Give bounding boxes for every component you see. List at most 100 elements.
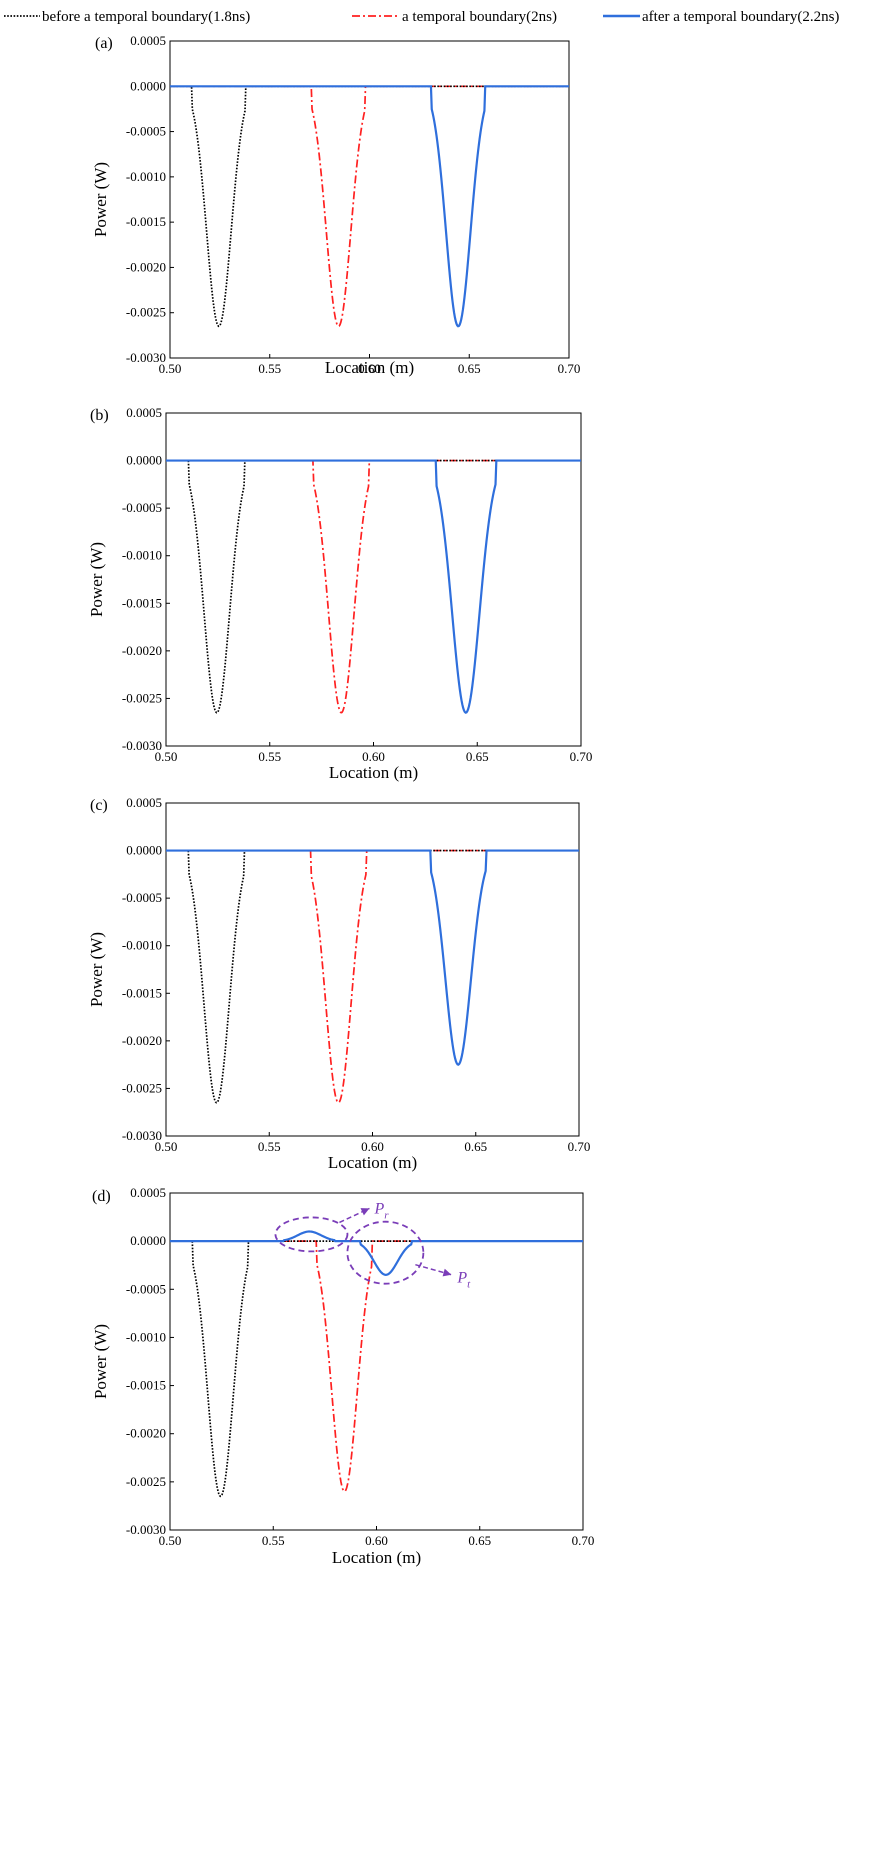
legend-svg: before a temporal boundary(1.8ns) a tempo… <box>4 9 839 25</box>
annotation-ellipse-r <box>274 1216 349 1253</box>
x-tick-label: 0.65 <box>466 749 489 764</box>
chart-panel-c: 0.0005 0.0000 -0.0005 -0.0010 -0.0015 -0.0020… <box>0 790 892 1177</box>
x-tick-label: 0.55 <box>262 1533 285 1548</box>
series-line-before <box>166 849 579 1104</box>
y-tick-label: -0.0005 <box>126 1281 166 1296</box>
series-line-boundary <box>166 459 581 714</box>
x-axis-label: Location (m) <box>332 1548 421 1567</box>
x-axis-label: Location (m) <box>325 358 414 377</box>
annotation-label-r: Pr <box>373 1200 389 1221</box>
series-line-after <box>170 85 569 328</box>
y-tick-label: -0.0005 <box>122 500 162 515</box>
legend-label-2: after a temporal boundary(2.2ns) <box>642 9 839 25</box>
annotation-arrow-line-t <box>415 1263 452 1276</box>
series-line-after <box>166 849 579 1066</box>
y-tick-label: -0.0020 <box>122 643 162 658</box>
y-axis-label: Power (W) <box>91 162 110 237</box>
y-tick-label: -0.0010 <box>122 938 162 953</box>
y-tick-label: -0.0020 <box>126 259 166 274</box>
series-line-boundary <box>170 1240 583 1493</box>
chart-svg-a: 0.0005 0.0000 -0.0005 -0.0010 -0.0015 -0.0020… <box>91 33 580 377</box>
plot-frame <box>165 802 580 1137</box>
panel-label-b: (b) <box>90 407 109 424</box>
y-axis-label: Power (W) <box>87 542 106 617</box>
annotation-label-subscript: r <box>384 1209 389 1221</box>
series-line-after <box>166 459 581 714</box>
x-tick-label: 0.60 <box>362 749 385 764</box>
panel-label-d: (d) <box>92 1188 111 1205</box>
y-tick-label: -0.0010 <box>122 548 162 563</box>
series-line-before <box>166 459 581 714</box>
y-tick-label: -0.0005 <box>126 124 166 139</box>
x-tick-label: 0.55 <box>258 1139 281 1154</box>
y-tick-label: -0.0030 <box>126 1522 166 1537</box>
y-tick-label: -0.0005 <box>122 890 162 905</box>
panel-label-a: (a) <box>95 35 113 52</box>
x-tick-label: 0.55 <box>258 749 281 764</box>
chart-svg-d: 0.0005 0.0000 -0.0005 -0.0010 -0.0015 -0.0020… <box>91 1185 595 1567</box>
y-tick-label: 0.0000 <box>126 453 162 468</box>
chart-svg-c: 0.0005 0.0000 -0.0005 -0.0010 -0.0015 -0.0020… <box>87 795 591 1172</box>
y-tick-label: 0.0005 <box>126 795 162 810</box>
x-axis-label: Location (m) <box>328 1153 417 1172</box>
y-tick-label: 0.0000 <box>126 843 162 858</box>
x-tick-label: 0.50 <box>159 1533 182 1548</box>
y-tick-label: -0.0025 <box>122 690 162 705</box>
annotation-label-main: P <box>373 1200 384 1217</box>
y-tick-label: 0.0000 <box>130 78 166 93</box>
series-line-after <box>170 1230 583 1276</box>
annotation-label-subscript: t <box>467 1279 471 1291</box>
x-tick-label: 0.65 <box>468 1533 491 1548</box>
y-tick-label: -0.0020 <box>122 1033 162 1048</box>
y-tick-label: -0.0010 <box>126 169 166 184</box>
y-tick-label: -0.0030 <box>126 350 166 365</box>
y-tick-label: 0.0005 <box>130 33 166 48</box>
series-line-boundary <box>170 85 569 328</box>
y-tick-label: -0.0015 <box>122 595 162 610</box>
legend-label-1: a temporal boundary(2ns) <box>402 9 557 25</box>
chart-panel-a: 0.0005 0.0000 -0.0005 -0.0010 -0.0015 -0.0020… <box>0 28 892 385</box>
annotation-label-t: Pt <box>456 1270 471 1291</box>
series-line-before <box>170 1240 583 1498</box>
y-tick-label: 0.0005 <box>130 1185 166 1200</box>
series-line-boundary <box>166 849 579 1104</box>
y-tick-label: -0.0030 <box>122 738 162 753</box>
plot-frame <box>169 40 570 359</box>
chart-panel-d: 0.0005 0.0000 -0.0005 -0.0010 -0.0015 -0.0020… <box>0 1180 892 1572</box>
legend-label-0: before a temporal boundary(1.8ns) <box>42 9 250 25</box>
x-tick-label: 0.70 <box>570 749 593 764</box>
y-tick-label: -0.0025 <box>126 1474 166 1489</box>
annotation-arrowhead-t <box>442 1268 452 1277</box>
y-tick-label: -0.0025 <box>122 1080 162 1095</box>
y-tick-label: -0.0010 <box>126 1329 166 1344</box>
y-tick-label: 0.0000 <box>130 1233 166 1248</box>
x-tick-label: 0.60 <box>361 1139 384 1154</box>
annotation-ellipse-t <box>346 1220 425 1285</box>
y-tick-label: -0.0015 <box>126 214 166 229</box>
plot-frame <box>169 1192 584 1531</box>
x-tick-label: 0.50 <box>159 361 182 376</box>
series-line-before <box>170 85 569 328</box>
x-tick-label: 0.50 <box>155 1139 178 1154</box>
x-tick-label: 0.50 <box>155 749 178 764</box>
x-tick-label: 0.55 <box>258 361 281 376</box>
x-tick-label: 0.70 <box>572 1533 595 1548</box>
y-tick-label: 0.0005 <box>126 405 162 420</box>
x-axis-label: Location (m) <box>329 763 418 782</box>
chart-svg-b: 0.0005 0.0000 -0.0005 -0.0010 -0.0015 -0.0020… <box>87 405 593 782</box>
panel-label-c: (c) <box>90 797 108 814</box>
x-tick-label: 0.65 <box>458 361 481 376</box>
chart-legend: before a temporal boundary(1.8ns) a tempo… <box>0 2 892 28</box>
x-tick-label: 0.70 <box>568 1139 591 1154</box>
x-tick-label: 0.60 <box>365 1533 388 1548</box>
plot-frame <box>165 412 582 747</box>
annotation-label-main: P <box>456 1270 467 1287</box>
y-axis-label: Power (W) <box>91 1324 110 1399</box>
annotation-arrowhead-r <box>360 1208 370 1216</box>
y-tick-label: -0.0020 <box>126 1426 166 1441</box>
x-tick-label: 0.65 <box>464 1139 487 1154</box>
y-axis-label: Power (W) <box>87 932 106 1007</box>
y-tick-label: -0.0015 <box>126 1378 166 1393</box>
x-tick-label: 0.60 <box>358 361 381 376</box>
y-tick-label: -0.0025 <box>126 305 166 320</box>
